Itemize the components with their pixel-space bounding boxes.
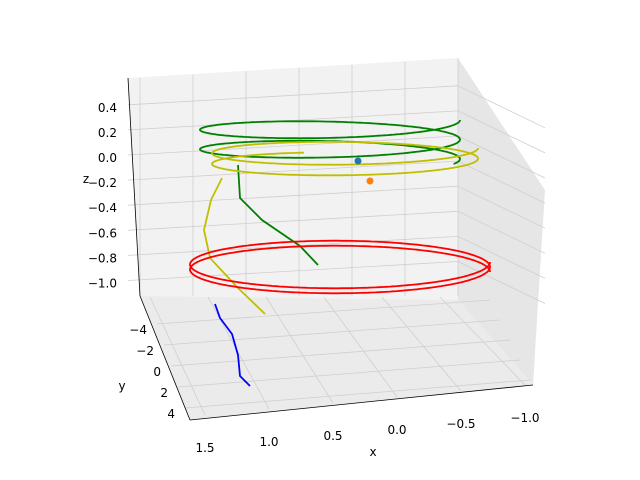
y-tick-label: 0 (153, 365, 161, 379)
z-tick-label: −0.4 (88, 201, 117, 215)
z-tick-label: −0.6 (88, 226, 117, 240)
axis-panes (128, 58, 545, 420)
z-gridline-side (457, 210, 546, 254)
x-tick-label: −1.0 (510, 411, 539, 425)
z-tick-label: −0.2 (88, 176, 117, 190)
tick-labels: 0.4 0.2 0.0 −0.2 −0.4 −0.6 −0.8 −1.0 1.5 1.0 0.5 0.… (88, 101, 540, 455)
z-gridline (127, 135, 459, 156)
floor-gridline-x (207, 296, 270, 410)
series-blue-curve (214, 303, 251, 387)
series-green-tail (237, 164, 319, 266)
series-yellow-tail (203, 177, 266, 315)
y-axis-line (139, 295, 191, 421)
floor-gridline-y (184, 379, 531, 409)
z-tick-label: −1.0 (88, 277, 117, 291)
z-gridline-side (457, 185, 546, 229)
z-gridline-side (457, 236, 546, 279)
z-gridline (127, 160, 459, 181)
z-tick-label: −0.8 (88, 251, 117, 265)
x-tick-label: 0.5 (323, 429, 342, 443)
z-gridline-side (457, 160, 546, 204)
y-axis-label: y (118, 379, 125, 393)
series-yellow-helix (211, 140, 479, 177)
y-tick-label: 4 (167, 407, 175, 421)
series-red-helix (189, 239, 491, 295)
z-tick-label: 0.2 (98, 126, 117, 140)
floor-gridline-x (323, 296, 398, 398)
z-gridline (127, 261, 459, 281)
z-gridline (127, 185, 459, 206)
y-tick-label: −4 (129, 323, 147, 337)
y-tick-label: −2 (136, 344, 154, 358)
series-green-helix (199, 119, 461, 165)
floor-pane (140, 296, 533, 420)
z-gridline (127, 110, 459, 131)
z-gridline-side (457, 261, 546, 304)
z-axis-label: z (83, 172, 89, 186)
z-gridline-side (457, 85, 546, 129)
floor-gridline-y (156, 299, 491, 325)
marker-point (354, 157, 362, 165)
z-tick-label: 0.4 (98, 101, 117, 115)
x-tick-label: 1.5 (195, 441, 214, 455)
x-tick-label: 0.0 (387, 423, 406, 437)
marker-point (366, 177, 374, 185)
y-tick-label: 2 (160, 386, 168, 400)
series-layer (189, 119, 491, 387)
grid-lines (127, 58, 546, 421)
x-tick-label: 1.0 (259, 435, 278, 449)
z-gridline-side (457, 110, 546, 154)
z-gridline (127, 210, 459, 231)
z-tick-label: 0.0 (98, 151, 117, 165)
x-axis-label: x (369, 445, 376, 459)
floor-gridline-y (170, 339, 511, 367)
x-tick-label: −0.5 (446, 417, 475, 431)
back-pane (128, 58, 458, 300)
floor-gridline-y (163, 319, 501, 346)
floor-gridline-x (439, 296, 526, 386)
z-gridline-side (457, 135, 546, 179)
floor-gridline-x (265, 296, 334, 404)
x-axis-line (189, 384, 534, 421)
floor-gridline-x (381, 296, 462, 392)
right-pane (458, 58, 545, 385)
z-axis-line (127, 77, 141, 297)
floor-gridline-x (149, 296, 206, 416)
floor-gridline-y (177, 359, 521, 388)
z-gridline (127, 85, 459, 106)
